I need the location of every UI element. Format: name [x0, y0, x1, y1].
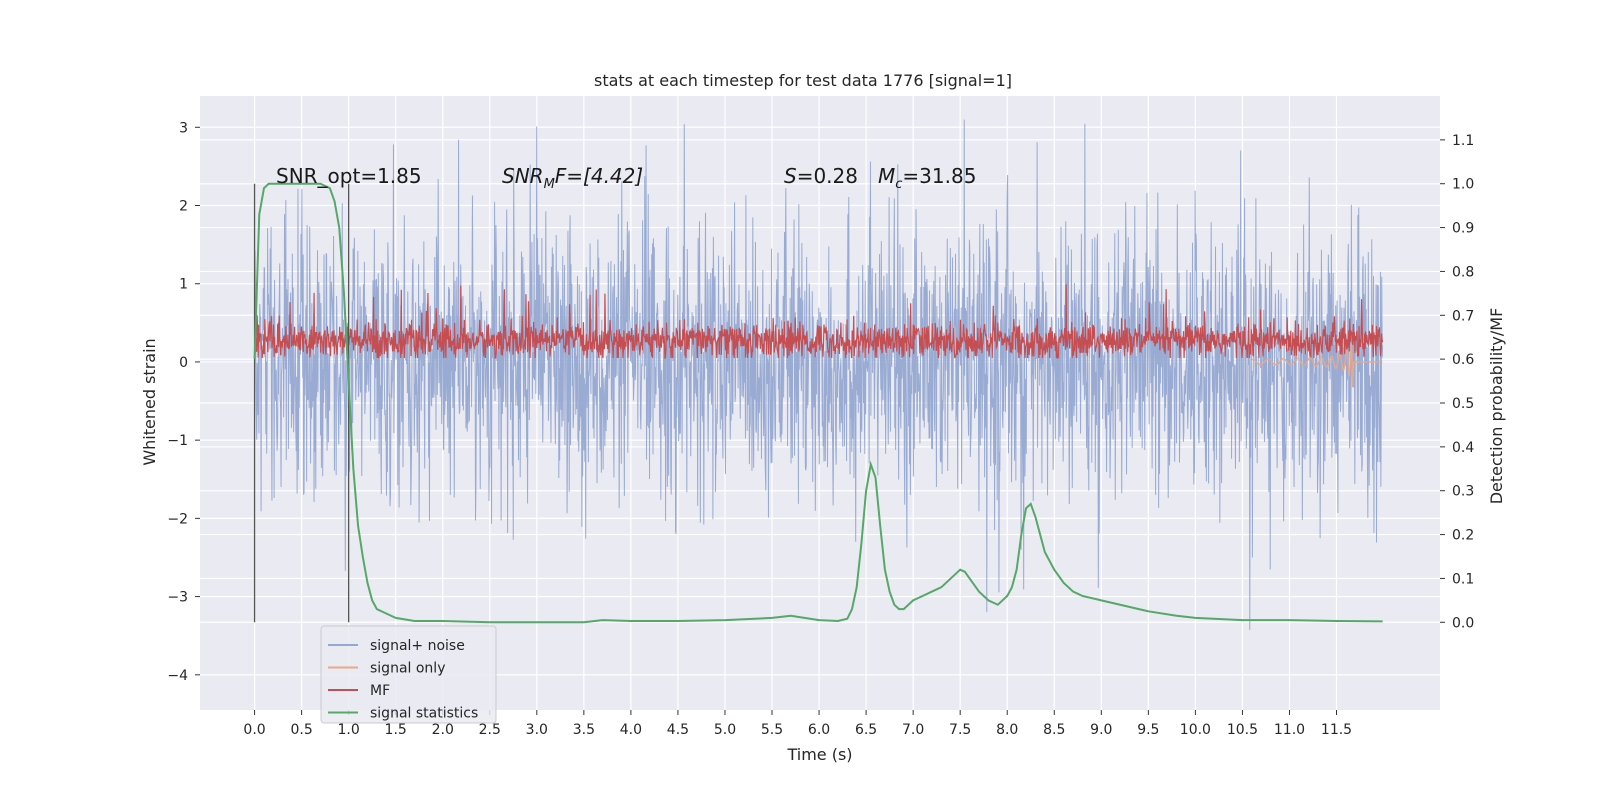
left-y-tick-label: −2: [167, 511, 188, 527]
chart-title: stats at each timestep for test data 177…: [594, 71, 1012, 90]
x-tick-label: 10.5: [1227, 722, 1258, 738]
legend-items: signal+ noise signal only MF signal statist…: [328, 638, 478, 722]
legend-box: [320, 625, 497, 724]
right-y-tick-label: 0.0: [1452, 615, 1474, 631]
x-tick-label: 11.0: [1274, 722, 1305, 738]
right-y-tick-label: 0.6: [1452, 352, 1474, 368]
right-y-tick-label: 0.8: [1452, 264, 1474, 280]
x-tick-label: 5.5: [761, 722, 783, 738]
signal-statistics-series: [253, 182, 1383, 624]
left-y-axis-ticks: 3 2 1 0 −1 −2 −3 −4: [167, 120, 200, 684]
x-tick-label: 1.5: [385, 722, 407, 738]
signal-only-line: [1251, 344, 1383, 388]
right-y-tick-label: 0.4: [1452, 440, 1474, 456]
marker-vertical-lines: [253, 183, 350, 623]
left-y-tick-label: −3: [167, 590, 188, 606]
signal-only-series: [1251, 344, 1383, 388]
x-tick-label: 0.0: [243, 722, 265, 738]
annotation-s: S=0.28: [784, 164, 858, 188]
left-y-tick-label: 2: [179, 199, 188, 215]
mf-series: [253, 284, 1384, 359]
x-tick-label: 0.5: [290, 722, 312, 738]
left-y-tick-label: −4: [167, 668, 188, 684]
x-tick-label: 2.5: [479, 722, 501, 738]
right-y-tick-label: 1.0: [1452, 177, 1474, 193]
annotation-snr-opt: SNR_opt=1.85: [276, 164, 422, 188]
right-y-tick-label: 0.9: [1452, 221, 1474, 237]
legend-label: signal+ noise: [370, 638, 465, 654]
annotations: SNR_opt=1.85 SNRMF=[4.42] S=0.28 Mc=31.8…: [276, 164, 976, 192]
signal-statistics-line: [253, 182, 1383, 624]
legend-label: signal only: [370, 661, 445, 677]
right-y-tick-label: 0.1: [1452, 571, 1474, 587]
x-axis-ticks: 0.0 0.5 1.0 1.5 2.0 2.5 3.0 3.5 4.0 4.5 5.0 5.5 6.0 6…: [243, 710, 1352, 738]
x-tick-label: 9.5: [1137, 722, 1159, 738]
left-y-tick-label: 0: [179, 355, 188, 371]
legend-label: MF: [370, 683, 390, 699]
x-tick-label: 3.0: [526, 722, 548, 738]
x-tick-label: 6.0: [808, 722, 830, 738]
right-y-tick-label: 0.2: [1452, 528, 1474, 544]
x-tick-label: 8.0: [996, 722, 1018, 738]
right-y-tick-label: 1.1: [1452, 133, 1474, 149]
right-y-tick-label: 0.7: [1452, 308, 1474, 324]
x-tick-label: 8.5: [1043, 722, 1065, 738]
x-tick-label: 11.5: [1321, 722, 1352, 738]
x-tick-label: 6.5: [855, 722, 877, 738]
x-tick-label: 10.0: [1180, 722, 1211, 738]
x-tick-label: 9.0: [1090, 722, 1112, 738]
x-tick-label: 1.0: [338, 722, 360, 738]
x-tick-label: 4.0: [620, 722, 642, 738]
left-y-tick-label: 1: [179, 277, 188, 293]
x-tick-label: 7.0: [902, 722, 924, 738]
x-tick-label: 5.0: [714, 722, 736, 738]
right-y-axis-label: Detection probability/MF: [1487, 308, 1506, 505]
right-y-tick-label: 0.5: [1452, 396, 1474, 412]
left-y-tick-label: −1: [167, 433, 188, 449]
left-y-axis-label: Whitened strain: [140, 338, 159, 465]
x-tick-label: 2.0: [432, 722, 454, 738]
x-tick-label: 3.5: [573, 722, 595, 738]
x-axis-label: Time (s): [786, 745, 852, 764]
x-tick-label: 7.5: [949, 722, 971, 738]
legend: signal+ noise signal only MF signal statist…: [320, 625, 497, 724]
legend-label: signal statistics: [370, 706, 478, 722]
annotation-snr-mf: SNRMF=[4.42]: [502, 164, 643, 192]
right-y-axis-ticks: 1.1 1.0 0.9 0.8 0.7 0.6 0.5 0.4 0.3 0.2 0.1 0.0: [1440, 133, 1474, 631]
x-tick-label: 4.5: [667, 722, 689, 738]
right-y-tick-label: 0.3: [1452, 484, 1474, 500]
annotation-mc: Mc=31.85: [878, 164, 976, 192]
left-y-tick-label: 3: [179, 120, 188, 136]
mf-line: [253, 284, 1384, 359]
